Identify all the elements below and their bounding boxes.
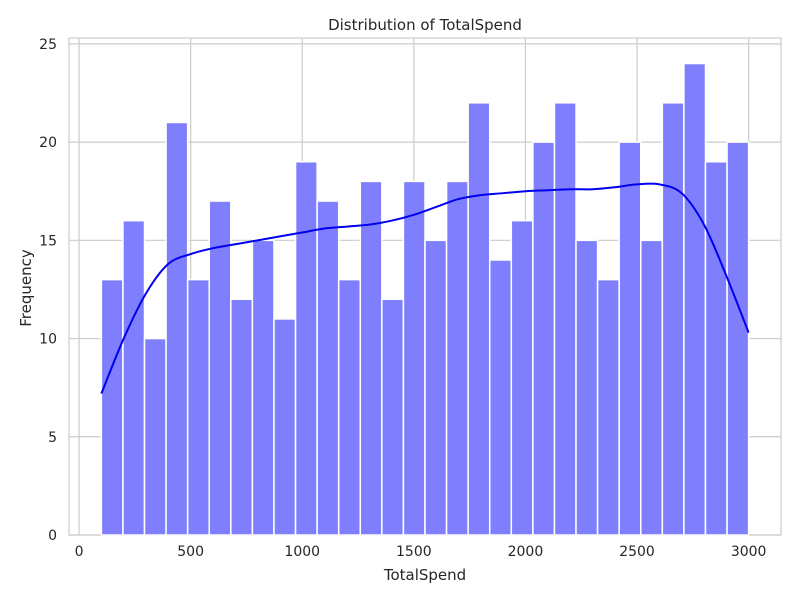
y-tick-label: 5 <box>48 430 57 446</box>
histogram-bar <box>359 180 383 536</box>
histogram-bar <box>467 102 491 536</box>
x-tick-label: 1000 <box>284 544 320 560</box>
kde-curve <box>100 182 750 394</box>
histogram-bar <box>726 141 750 536</box>
histogram-bar <box>596 278 620 536</box>
histogram-bar <box>208 200 232 536</box>
histogram-bar <box>230 298 254 536</box>
histogram-bar <box>402 180 426 536</box>
y-tick-label: 0 <box>48 528 57 544</box>
y-tick-label: 15 <box>39 233 57 249</box>
x-tick-label: 2500 <box>619 544 655 560</box>
histogram-bar <box>294 161 318 536</box>
x-tick-label: 1500 <box>396 544 432 560</box>
histogram-bar <box>251 239 275 536</box>
histogram-bar <box>381 298 405 536</box>
histogram-bar <box>661 102 685 536</box>
histogram-bar <box>143 337 167 536</box>
histogram-bar <box>553 102 577 536</box>
histogram-bars <box>100 62 750 536</box>
y-tick-label: 25 <box>39 37 57 53</box>
histogram-bar <box>618 141 642 536</box>
y-tick-label: 10 <box>39 332 57 348</box>
histogram-bar <box>100 278 124 536</box>
histogram-bar <box>186 278 210 536</box>
histogram-bar <box>316 200 340 536</box>
x-tick-label: 3000 <box>731 544 767 560</box>
x-tick-label: 500 <box>177 544 204 560</box>
x-tick-label: 2000 <box>508 544 544 560</box>
histogram-bar <box>575 239 599 536</box>
y-tick-label: 20 <box>39 135 57 151</box>
histogram-bar <box>122 219 146 536</box>
y-axis-label: Frequency <box>17 249 35 327</box>
x-axis-label: TotalSpend <box>383 566 466 584</box>
histogram-bar <box>640 239 664 536</box>
chart-title: Distribution of TotalSpend <box>328 16 522 34</box>
histogram-bar <box>445 180 469 536</box>
histogram-bar <box>488 259 513 536</box>
x-tick-labels: 0 500 1000 1500 2000 2500 3000 <box>75 544 767 560</box>
x-tick-label: 0 <box>75 544 84 560</box>
histogram-bar <box>337 278 362 536</box>
histogram-bar <box>704 161 728 536</box>
histogram-bar <box>273 318 297 536</box>
histogram-bar <box>532 141 556 536</box>
histogram-bar <box>165 121 189 536</box>
histogram-bar <box>424 239 448 536</box>
histogram-bar <box>683 62 707 536</box>
y-tick-labels: 0 5 10 15 20 25 <box>39 37 57 544</box>
histogram-bar <box>510 219 534 536</box>
